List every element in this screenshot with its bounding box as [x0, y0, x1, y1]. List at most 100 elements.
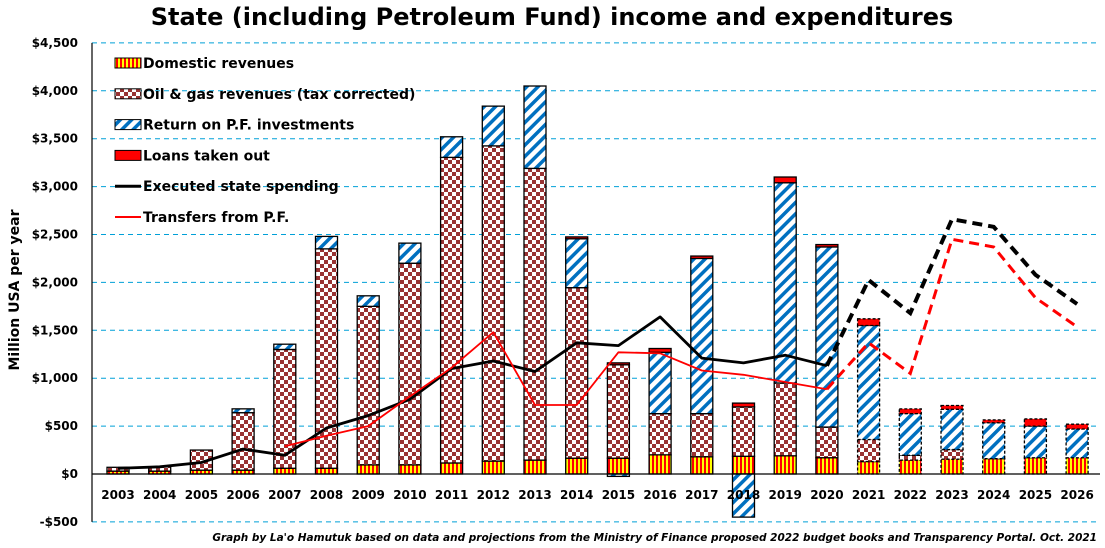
bar-domestic: [439, 462, 464, 475]
line-executed-spending: [117, 315, 828, 470]
legend-swatch-oil-gas: [114, 88, 142, 100]
bar-domestic: [273, 467, 297, 475]
x-tick-label: 2018: [727, 488, 760, 502]
bar-loans: [773, 176, 797, 184]
axes: [91, 42, 1100, 522]
y-axis-label: Million USA per year: [7, 209, 23, 370]
legend-label: Loans taken out: [143, 148, 270, 164]
bar-return: [439, 136, 464, 159]
y-tick-label: $3,500: [32, 132, 78, 146]
bar-return: [565, 238, 589, 289]
bar-loans: [940, 404, 964, 410]
x-tick-label: 2024: [977, 488, 1010, 502]
bar-oil-gas: [398, 262, 422, 466]
x-tick-label: 2012: [477, 488, 510, 502]
legend-label: Oil & gas revenues (tax corrected): [143, 87, 415, 103]
bar-loans: [856, 318, 881, 327]
x-tick-label: 2021: [852, 488, 885, 502]
y-tick-label: $4,500: [32, 36, 78, 50]
bar-return: [481, 105, 505, 147]
x-tick-label: 2015: [602, 488, 635, 502]
bar-loans: [1023, 418, 1048, 427]
x-tick-label: 2022: [894, 488, 927, 502]
bar-domestic: [1065, 457, 1089, 475]
y-tick-label: $500: [45, 419, 78, 433]
bar-return: [1065, 428, 1089, 459]
bar-return: [815, 246, 839, 428]
bar-domestic: [856, 460, 881, 475]
legend: Domestic revenues Oil & gas revenues (tax…: [114, 56, 415, 226]
bars: [106, 85, 1089, 518]
bar-domestic: [982, 458, 1006, 475]
line-transfers-pf: [284, 331, 828, 448]
x-tick-label: 2003: [101, 488, 134, 502]
bar-loans: [690, 255, 714, 260]
bar-loans: [815, 243, 839, 248]
x-tick-label: 2025: [1019, 488, 1052, 502]
bar-return: [398, 242, 422, 264]
bar-domestic: [940, 458, 964, 475]
x-tick-label: 2010: [393, 488, 426, 502]
y-tick-label: $2,000: [32, 275, 78, 289]
y-tick-label: $1,000: [32, 371, 78, 385]
lines: [117, 216, 1079, 470]
y-tick-label: $4,000: [32, 84, 78, 98]
bar-domestic: [898, 459, 922, 475]
bar-oil-gas: [731, 406, 756, 457]
y-tick-label: $3,000: [32, 180, 78, 194]
y-tick-label: -$500: [40, 515, 78, 529]
legend-label: Executed state spending: [143, 179, 339, 195]
bar-loans: [648, 347, 672, 353]
x-tick-label: 2014: [560, 488, 593, 502]
bar-oil-gas: [439, 156, 464, 464]
bar-domestic: [481, 460, 505, 475]
bar-domestic: [773, 455, 797, 475]
bar-oil-gas: [565, 287, 589, 459]
x-tick-label: 2009: [351, 488, 384, 502]
bar-return: [356, 295, 380, 308]
bar-oil-gas: [690, 412, 714, 458]
x-tick-label: 2016: [643, 488, 676, 502]
x-tick-label: 2026: [1060, 488, 1093, 502]
bar-return: [314, 235, 339, 250]
x-tick-label: 2004: [143, 488, 176, 502]
bar-loans: [1065, 423, 1089, 430]
bar-domestic: [815, 457, 839, 475]
bar-return: [523, 85, 547, 170]
bar-oil-gas: [773, 382, 797, 457]
x-tick-label: 2006: [226, 488, 259, 502]
bar-return: [940, 408, 964, 451]
bar-return: [982, 422, 1006, 460]
x-tick-labels: 2003 2004 2005 2006 2007 2008 2009 2010 2011 2012…: [101, 488, 1094, 502]
x-tick-label: 2017: [685, 488, 718, 502]
bar-oil-gas: [856, 438, 881, 463]
bar-domestic: [731, 455, 756, 475]
x-tick-label: 2020: [810, 488, 843, 502]
x-tick-label: 2023: [935, 488, 968, 502]
legend-swatch-loans: [114, 149, 142, 161]
x-tick-label: 2007: [268, 488, 301, 502]
bar-oil-gas: [481, 145, 505, 462]
bar-oil-gas: [815, 426, 839, 459]
bar-return: [1023, 425, 1048, 459]
bar-loans: [898, 408, 922, 415]
bar-return: [231, 408, 255, 414]
bar-domestic: [648, 454, 672, 475]
x-tick-label: 2011: [435, 488, 468, 502]
bar-oil-gas: [356, 305, 380, 466]
bar-domestic: [1023, 457, 1048, 475]
y-tick-labels: -$500 $0 $500 $1,000 $1,500 $2,000 $2,500 $3,00…: [32, 36, 78, 529]
bar-domestic: [606, 457, 631, 475]
x-tick-label: 2008: [310, 488, 343, 502]
bar-oil-gas: [606, 364, 631, 459]
legend-label: Domestic revenues: [143, 56, 294, 72]
bar-oil-gas: [648, 412, 672, 456]
bar-return: [273, 343, 297, 351]
bar-return: [856, 324, 881, 441]
bar-loans: [731, 402, 756, 408]
bar-return: [898, 412, 922, 456]
bar-oil-gas: [523, 167, 547, 461]
legend-label: Transfers from P.F.: [143, 210, 289, 226]
chart-title: State (including Petroleum Fund) income …: [151, 3, 954, 31]
